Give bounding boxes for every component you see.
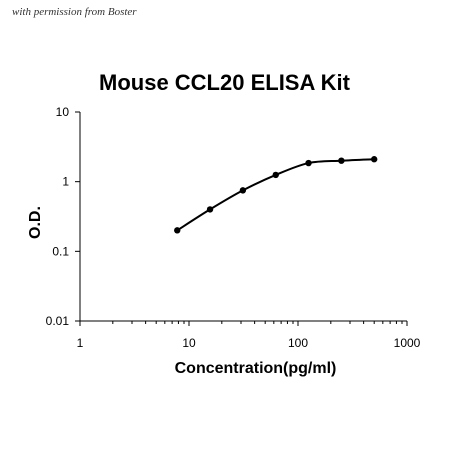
x-tick-label: 1 [77, 336, 84, 350]
data-point [174, 227, 181, 234]
x-tick-label: 1000 [394, 336, 421, 350]
data-points [174, 156, 378, 234]
y-tick-label: 1 [62, 175, 69, 189]
y-tick-label: 10 [56, 105, 70, 119]
chart-title: Mouse CCL20 ELISA Kit [99, 70, 350, 95]
data-point [206, 206, 214, 213]
watermark-text: with permission from Boster [12, 6, 137, 18]
data-point [305, 159, 312, 167]
minor-ticks [112, 321, 403, 324]
x-tick-label: 10 [182, 336, 196, 350]
data-point [338, 157, 345, 164]
major-ticks [75, 111, 408, 326]
y-tick-label: 0.1 [52, 244, 69, 258]
x-tick-label: 100 [288, 336, 308, 350]
x-axis-label: Concentration(pg/ml) [175, 360, 337, 377]
series-line [176, 158, 375, 232]
data-point [272, 171, 279, 179]
y-tick-label: 0.01 [46, 314, 70, 328]
data-point [370, 156, 378, 163]
tick-labels: 1 10 100 1000 0.01 0.1 1 10 [46, 105, 421, 350]
y-axis-label: O.D. [27, 206, 44, 239]
data-point [239, 187, 247, 194]
